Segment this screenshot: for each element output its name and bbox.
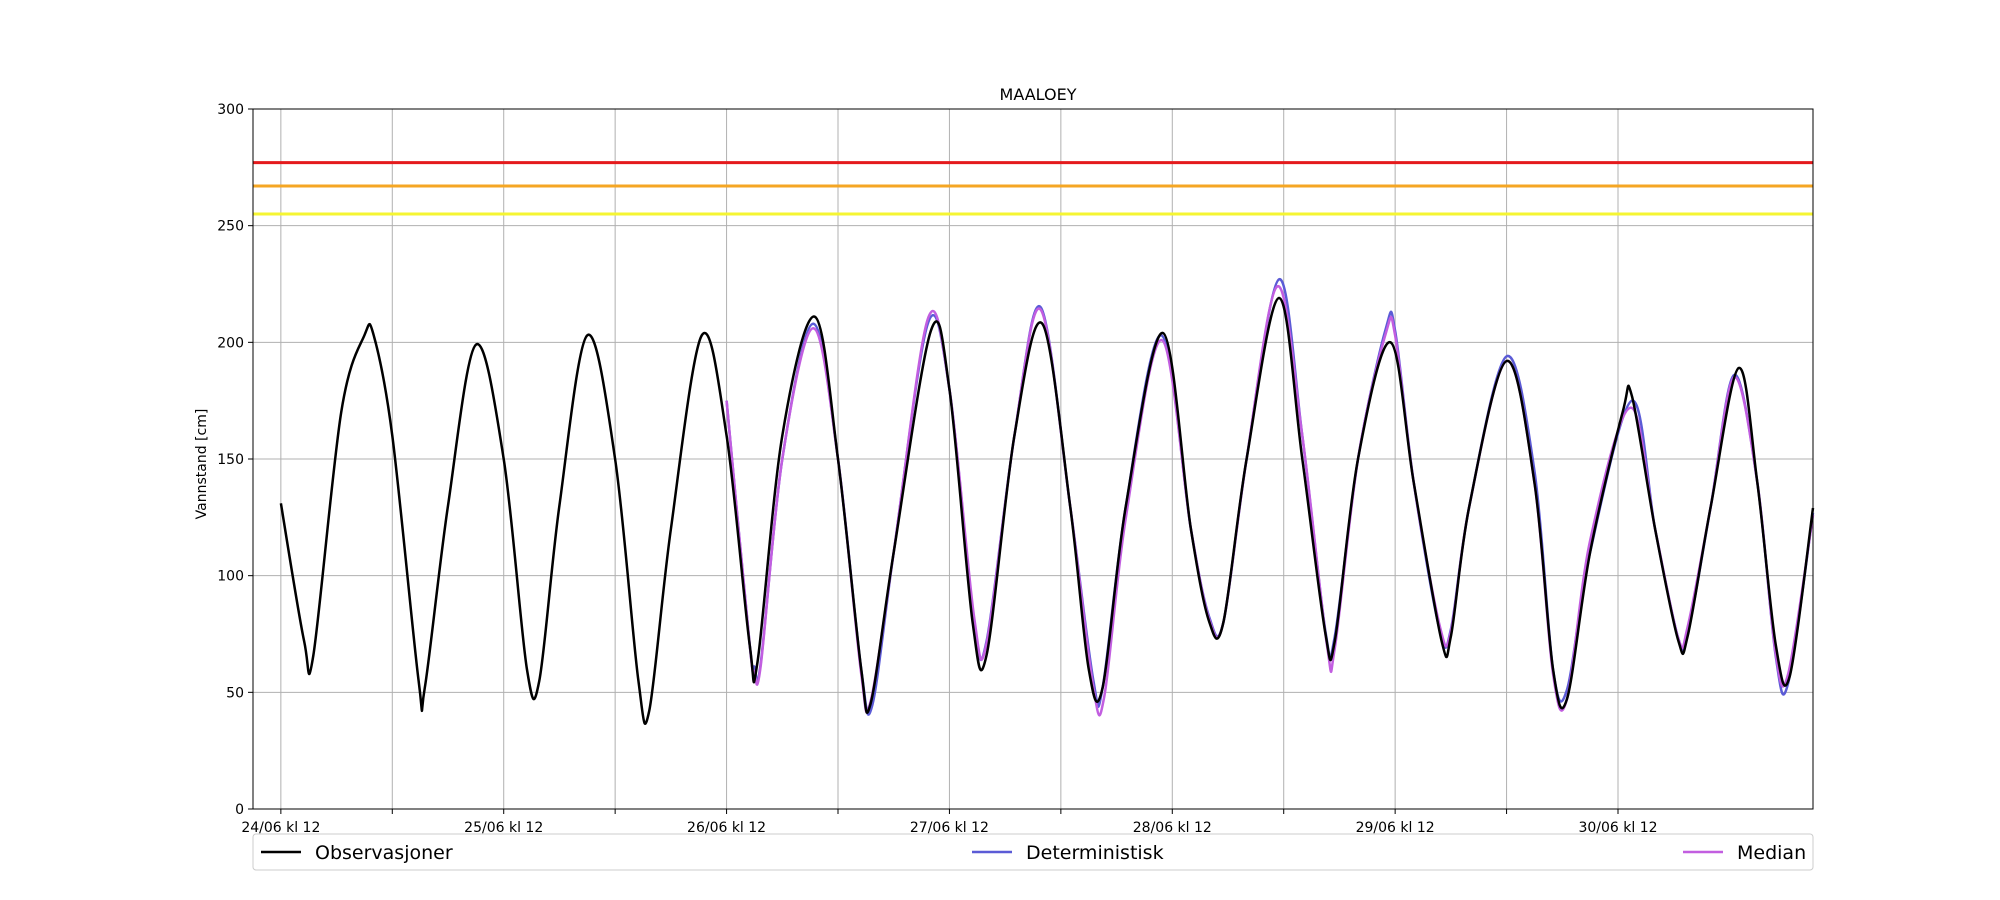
- series-layer: [279, 278, 1815, 725]
- legend-label: Observasjoner: [315, 842, 453, 864]
- threshold-lines: [253, 161, 1813, 216]
- x-tick-label: 29/06 kl 12: [1356, 820, 1435, 836]
- legend-label: Median: [1737, 842, 1806, 864]
- y-axis-ticks: 0 50 100 150 200 250 300: [217, 102, 253, 818]
- y-tick-label: 150: [217, 452, 244, 468]
- series-line-observasjoner: [279, 296, 1815, 725]
- x-tick-label: 25/06 kl 12: [464, 820, 543, 836]
- y-tick-label: 50: [226, 685, 244, 701]
- x-tick-label: 27/06 kl 12: [910, 820, 989, 836]
- y-tick-label: 100: [217, 569, 244, 585]
- y-tick-label: 200: [217, 335, 244, 351]
- y-tick-label: 250: [217, 219, 244, 235]
- y-axis-label: Vannstand [cm]: [194, 409, 210, 520]
- y-tick-label: 0: [235, 802, 244, 818]
- x-gridlines: [280, 109, 1619, 809]
- x-tick-label: 30/06 kl 12: [1578, 820, 1657, 836]
- legend: Observasjoner Deterministisk Median: [252, 833, 1814, 871]
- x-tick-label: 26/06 kl 12: [687, 820, 766, 836]
- legend-box: [252, 833, 1814, 871]
- legend-label: Deterministisk: [1026, 842, 1164, 864]
- chart-title: MAALOEY: [1000, 85, 1077, 104]
- x-tick-label: 24/06 kl 12: [241, 820, 320, 836]
- x-axis-ticks: 24/06 kl 12 25/06 kl 12 26/06 kl 12 27/06 k…: [241, 809, 1658, 836]
- y-gridlines: [253, 225, 1813, 693]
- x-tick-label: 28/06 kl 12: [1133, 820, 1212, 836]
- y-tick-label: 300: [217, 102, 244, 118]
